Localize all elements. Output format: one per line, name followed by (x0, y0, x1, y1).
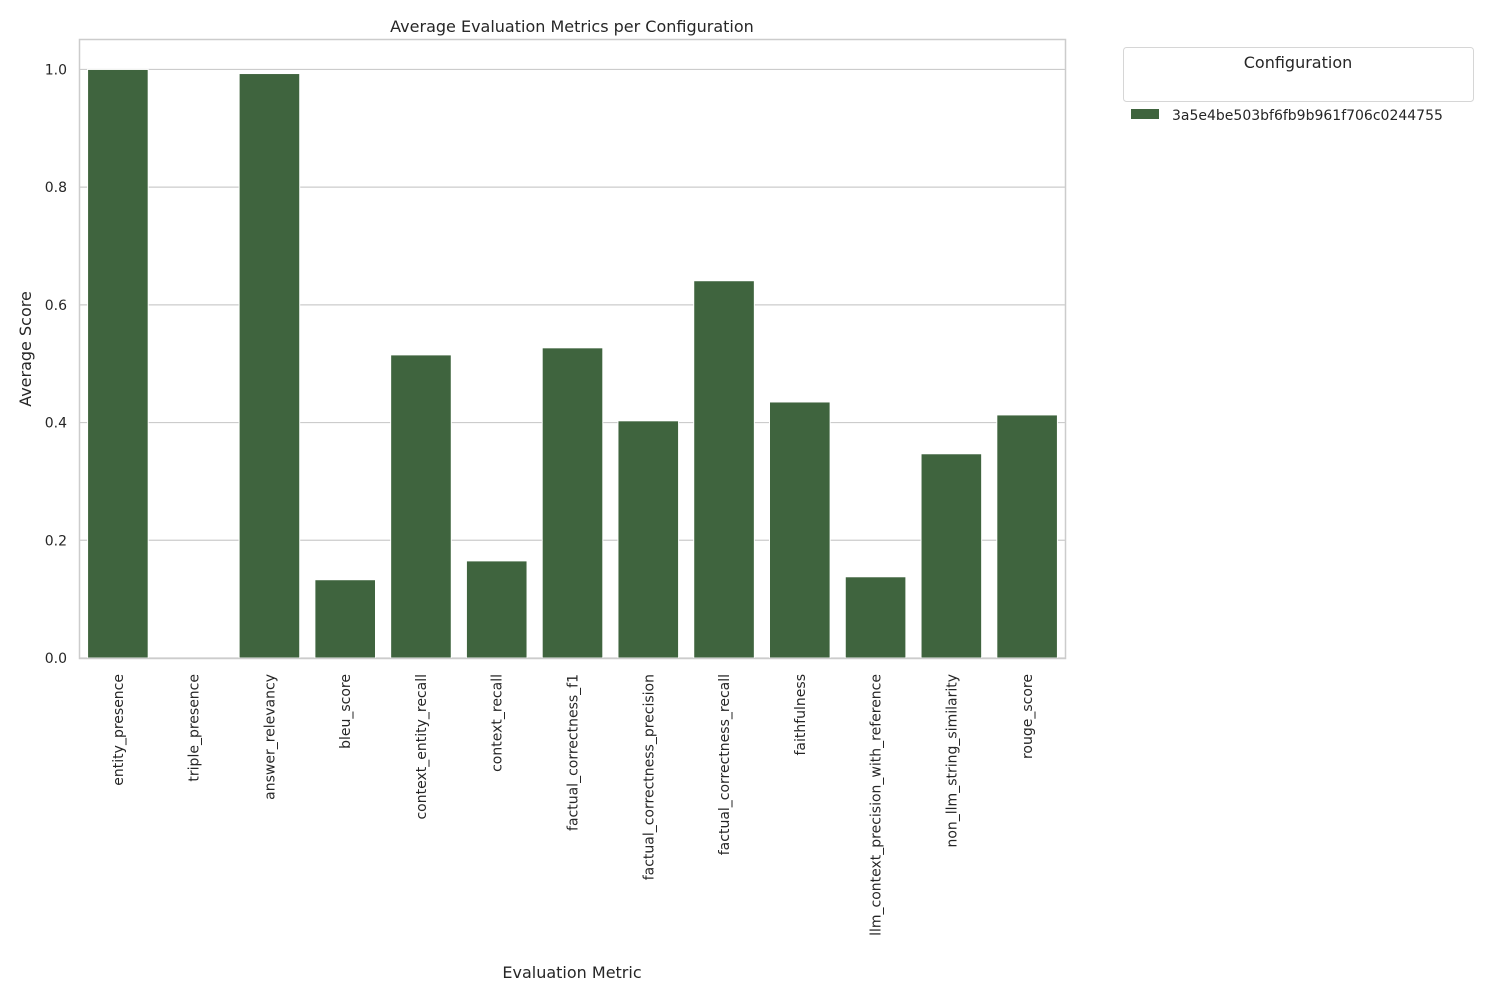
x-axis-title: Evaluation Metric (502, 963, 641, 982)
bar (390, 354, 452, 659)
bar (920, 453, 983, 659)
y-tick-label: 0.8 (45, 180, 67, 196)
bar (769, 401, 831, 659)
legend-box (1123, 47, 1474, 102)
chart-title: Average Evaluation Metrics per Configura… (390, 17, 754, 36)
bar (693, 280, 755, 659)
y-axis-title: Average Score (16, 291, 35, 407)
bar (617, 420, 680, 659)
bar (238, 73, 301, 659)
y-tick-label: 0.4 (45, 416, 67, 432)
bars (87, 68, 1058, 659)
legend-entry-label: 3a5e4be503bf6fb9b961f706c0244755 (1172, 108, 1443, 124)
x-tick-label: context_entity_recall (414, 674, 430, 820)
x-tick-label: factual_correctness_f1 (566, 674, 582, 831)
bar (314, 579, 376, 659)
bar (465, 560, 528, 659)
legend-swatch (1131, 109, 1159, 119)
bar (87, 68, 149, 659)
x-tick-label: entity_presence (111, 674, 127, 786)
legend-title: Configuration (1244, 53, 1353, 72)
y-tick-label: 0.6 (45, 298, 67, 314)
y-tick-label: 1.0 (45, 62, 67, 78)
bar (541, 347, 604, 659)
x-tick-label: factual_correctness_recall (717, 674, 733, 855)
x-tick-label: factual_correctness_precision (641, 674, 657, 880)
y-tick-label: 0.2 (45, 533, 67, 549)
y-tick-label: 0.0 (45, 651, 67, 667)
legend: Configuration 3a5e4be503bf6fb9b961f706c0… (1123, 47, 1474, 124)
x-tick-label: faithfulness (793, 674, 809, 756)
x-tick-label: bleu_score (338, 674, 354, 749)
x-tick-label: non_llm_string_similarity (944, 674, 960, 848)
bar (844, 576, 907, 659)
plot-frame (78, 38, 1067, 660)
x-tick-label: rouge_score (1020, 674, 1036, 759)
x-tick-label: triple_presence (187, 674, 203, 782)
x-tick-label: answer_relevancy (262, 674, 278, 800)
y-axis-ticks: 0.0 0.2 0.4 0.6 0.8 1.0 (45, 62, 67, 667)
x-tick-label: context_recall (490, 674, 506, 772)
x-tick-label: llm_context_precision_with_reference (869, 674, 885, 936)
x-axis-ticks: entity_presence triple_presence answer_rel… (111, 674, 1036, 936)
bar (996, 414, 1058, 659)
